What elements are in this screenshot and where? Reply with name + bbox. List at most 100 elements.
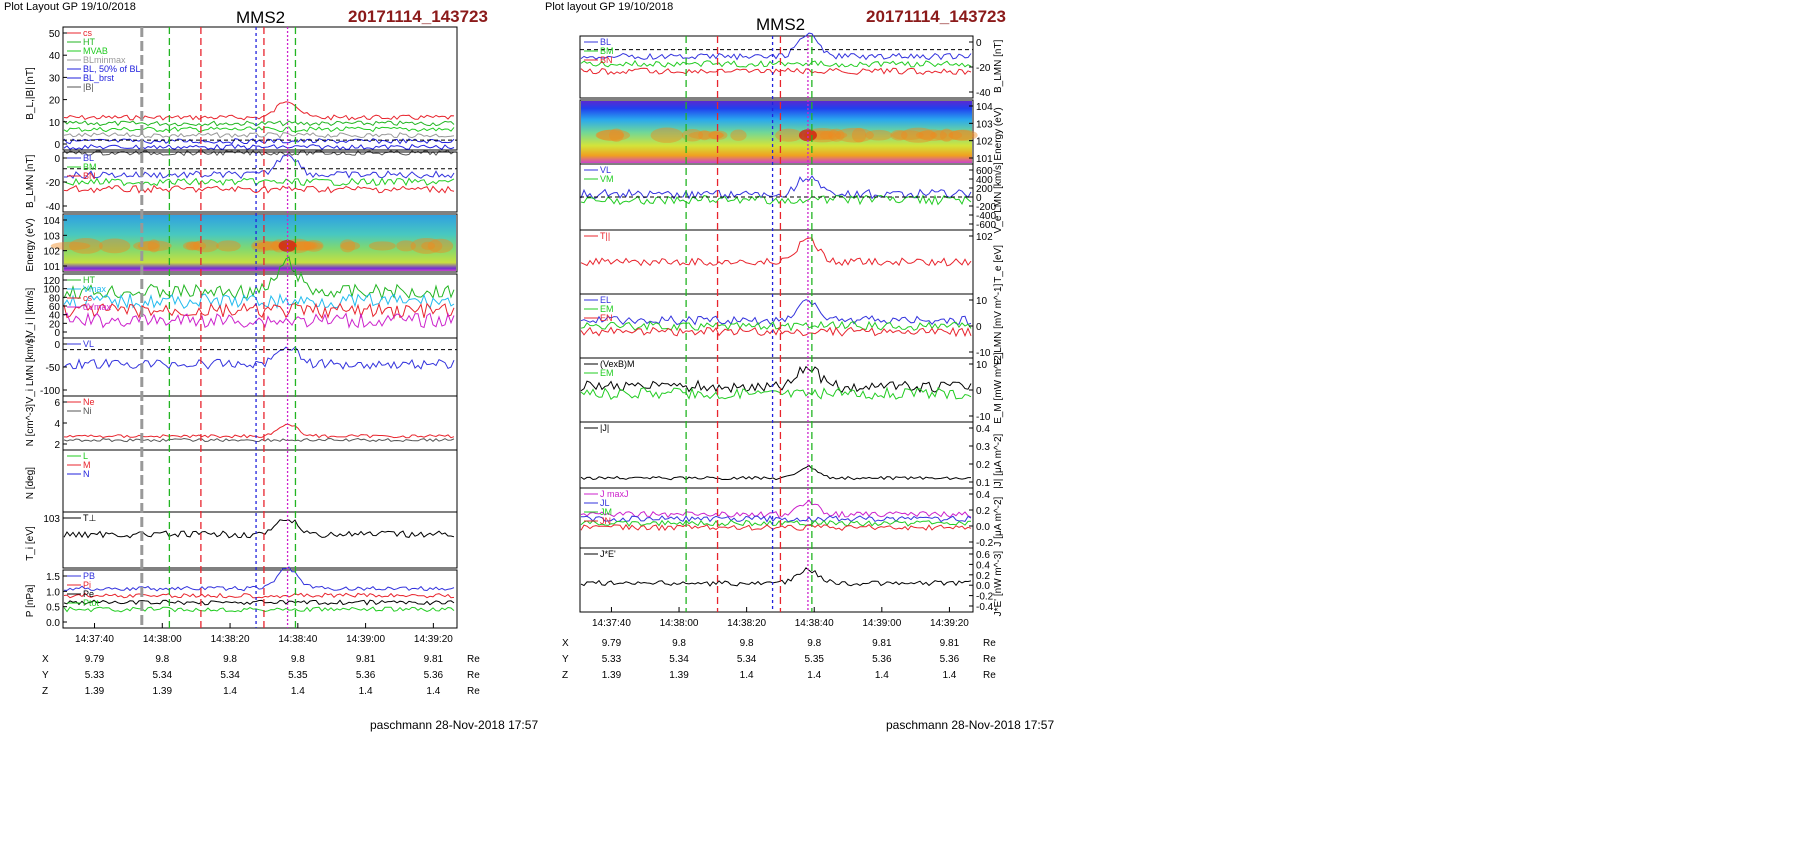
orbit-value: 9.81 [872,638,892,649]
spectrogram-hotspot [303,240,324,252]
legend-label: BM [600,46,614,56]
x-tick-label: 14:39:20 [930,618,969,629]
orbit-value: 1.4 [740,670,754,681]
y-axis-label: J*E' [nW m^-3] [993,551,1004,617]
orbit-value: 9.81 [940,638,960,649]
spectrogram-hotspot [949,129,978,141]
y-axis-label: B_L,|B| [nT] [25,67,36,120]
legend-label: BL_brst [83,73,115,83]
series-line [63,312,455,329]
y-tick-label: 0.2 [976,460,990,471]
legend-label: J*E' [600,549,616,559]
y-tick-label: -400 [976,211,996,222]
series-line [64,154,455,180]
panel-frame [62,395,458,451]
legend-label: cs [83,293,93,303]
y-tick-label: -10 [976,348,991,359]
panel-frame [62,511,458,569]
spectrogram-hotspot [810,130,848,140]
series-line [63,126,455,133]
spectrogram-hotspot [929,129,963,141]
series-line [580,365,972,394]
gRight-panel-6: 0.4 0.3 0.2 0.1 |J| [μA m^-2] |J| [579,421,1004,489]
orbit-value: 9.8 [672,638,686,649]
spectrogram-hotspot [396,240,416,252]
y-tick-label: 80 [49,293,61,304]
orbit-value: 5.35 [288,670,308,681]
y-tick-label: -40 [976,88,991,99]
series-line [63,302,455,320]
y-tick-label: 104 [976,102,993,113]
spectrogram-peak [278,239,297,252]
y-tick-label: 103 [976,119,993,130]
legend-label: JN [600,516,611,526]
spectrogram-hotspot [828,128,845,142]
y-axis-label: E_M [mW m^-2] [993,352,1004,424]
x-tick-label: 14:39:00 [862,618,901,629]
series-line [580,194,972,206]
y-tick-label: 102 [43,247,60,258]
spectrogram-hotspot [133,241,159,251]
spectrogram-hotspot [890,129,908,141]
y-tick-label: -20 [976,63,991,74]
series-line [63,437,455,443]
series-line [63,143,455,151]
gRight-panel-1: 104 103 102 101 Energy (eV) [579,99,1004,165]
orbit-value: 9.8 [223,654,237,665]
right-header: Plot layout GP 19/10/2018 [545,1,674,13]
legend-label: EN [600,313,613,323]
spectrogram-hotspot [427,238,454,254]
orbit-value: 1.39 [602,670,622,681]
gLeft-panel-2: 104 103 102 101 Energy (eV) [25,213,458,273]
y-tick-label: 20 [49,319,61,330]
spectrogram-hotspot [775,128,803,142]
y-tick-label: -100 [40,386,60,397]
series-line [580,386,972,401]
y-tick-label: 0.5 [46,603,60,614]
y-tick-label: 50 [49,29,61,40]
series-line [63,519,455,539]
series-line [63,606,455,613]
spectrogram-hotspot [368,241,396,251]
y-axis-label: P [nPa] [25,584,36,617]
y-axis-label: T_e [eV] [993,245,1004,283]
spectrogram [64,215,456,271]
y-axis-label: B_LMN [nT] [25,154,36,208]
series-line [580,299,972,326]
x-tick-label: 14:38:20 [211,634,250,645]
series-line [580,523,972,532]
orbit-axis-label: Y [42,670,49,681]
orbit-unit: Re [467,686,480,697]
legend-label: T⊥ [83,513,96,523]
y-tick-label: 40 [49,51,61,62]
y-tick-label: 103 [43,231,60,242]
spectrogram-hotspot [339,239,356,253]
y-tick-label: 101 [43,262,60,273]
panel-frame [579,357,974,423]
legend-label: BL [83,153,94,163]
y-axis-label: |J| [μA m^-2] [993,433,1004,488]
orbit-value: 9.8 [155,654,169,665]
series-line [580,567,972,587]
orbit-axis-label: Z [42,686,48,697]
panel-frame [62,337,458,397]
y-tick-label: -0.2 [976,592,994,603]
orbit-value: 1.4 [223,686,237,697]
spectrogram-hotspot [147,239,160,253]
orbit-unit: Re [983,638,996,649]
spectrogram-hotspot [69,238,103,254]
panel-frame [62,273,458,339]
spectrogram-hotspot [918,129,947,141]
orbit-axis-label: Y [562,654,569,665]
y-tick-label: 0 [54,154,60,165]
y-tick-label: 0 [976,322,982,333]
spectrogram-hotspot [709,130,728,140]
y-tick-label: 1.5 [46,572,60,583]
spectrogram-hotspot [421,241,436,251]
gRight-panel-5: 10 0 -10 E_M [mW m^-2] (VexB)MEM [579,352,1004,424]
